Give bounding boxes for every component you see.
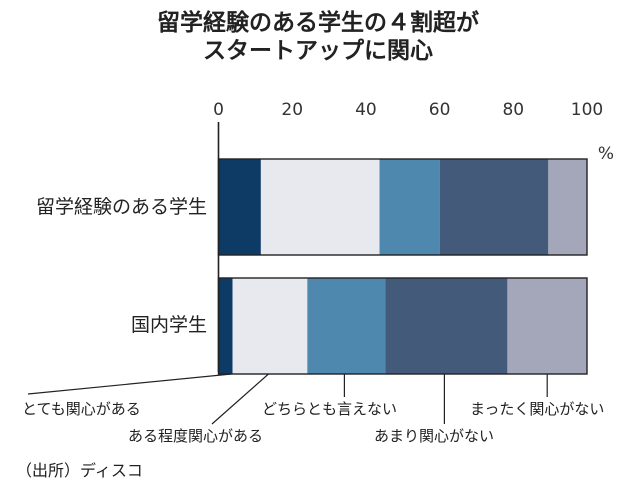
x-tick-label-20: 20 (281, 100, 303, 120)
bar-segment-1-3 (385, 278, 508, 374)
source-note: （出所）ディスコ (16, 461, 143, 480)
legend-label-1: ある程度関心がある (128, 427, 263, 445)
legend-label-3: あまり関心がない (374, 427, 494, 445)
x-tick-label-100: 100 (571, 100, 603, 120)
bars-group (217, 158, 588, 375)
legend-label-0: とても関心がある (22, 400, 141, 418)
bar-segment-0-3 (439, 159, 549, 255)
bar-segment-1-4 (507, 278, 587, 374)
legend-label-2: どちらとも言えない (262, 400, 397, 418)
x-tick-label-80: 80 (502, 100, 524, 120)
category-label-0: 留学経験のある学生 (36, 196, 207, 218)
chart-title-line-2: スタートアップに関心 (203, 38, 433, 64)
x-tick-label-60: 60 (429, 100, 451, 120)
bar-segment-0-2 (379, 159, 440, 255)
bar-segment-1-0 (218, 278, 233, 374)
x-tick-label-0: 0 (213, 100, 224, 120)
legend-label-4: まったく関心がない (470, 400, 604, 418)
bar-segment-1-1 (232, 278, 308, 374)
bar-segment-0-4 (548, 159, 587, 255)
chart-title-line-1: 留学経験のある学生の４割超が (157, 9, 479, 36)
legend-leader-1 (211, 373, 269, 425)
bar-segment-0-0 (218, 159, 261, 255)
x-axis-ticks: 0 20 40 60 80 100 (213, 100, 603, 120)
unit-label: % (598, 144, 614, 164)
category-label-1: 国内学生 (131, 314, 207, 336)
bar-segment-0-1 (260, 159, 380, 255)
x-tick-label-40: 40 (355, 100, 377, 120)
legend-leader-0 (27, 373, 232, 395)
bar-segment-1-2 (307, 278, 386, 374)
